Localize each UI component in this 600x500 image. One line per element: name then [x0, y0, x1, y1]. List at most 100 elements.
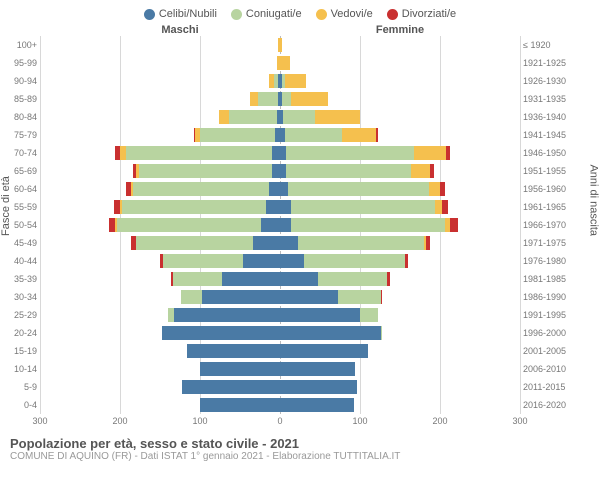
- seg-con: [288, 182, 429, 196]
- seg-cel: [280, 236, 298, 250]
- seg-con: [318, 272, 387, 286]
- male-half: [40, 324, 280, 342]
- seg-con: [360, 308, 378, 322]
- seg-con: [163, 254, 243, 268]
- legend-swatch: [316, 9, 327, 20]
- seg-div: [426, 236, 431, 250]
- seg-con: [200, 128, 275, 142]
- female-half: [280, 342, 520, 360]
- bar-row: [40, 306, 520, 324]
- female-half: [280, 396, 520, 414]
- age-tick: 95-99: [0, 54, 40, 72]
- seg-con: [304, 254, 405, 268]
- female-half: [280, 216, 520, 234]
- seg-ved: [411, 164, 430, 178]
- female-half: [280, 234, 520, 252]
- bar-row: [40, 54, 520, 72]
- age-tick: 25-29: [0, 306, 40, 324]
- birth-tick: 1986-1990: [520, 288, 580, 306]
- seg-con: [181, 290, 202, 304]
- seg-con: [285, 128, 343, 142]
- bar-row: [40, 270, 520, 288]
- male-half: [40, 108, 280, 126]
- bars-area: [40, 36, 520, 414]
- x-tick: 300: [32, 416, 47, 426]
- seg-con: [298, 236, 424, 250]
- seg-con: [126, 146, 272, 160]
- legend-swatch: [387, 9, 398, 20]
- male-half: [40, 252, 280, 270]
- seg-cel: [261, 218, 280, 232]
- legend-label: Coniugati/e: [246, 8, 302, 20]
- age-tick: 5-9: [0, 378, 40, 396]
- seg-div: [440, 182, 445, 196]
- birth-tick: 2006-2010: [520, 360, 580, 378]
- age-tick: 20-24: [0, 324, 40, 342]
- seg-ved: [250, 92, 258, 106]
- bar-row: [40, 108, 520, 126]
- male-half: [40, 360, 280, 378]
- male-half: [40, 342, 280, 360]
- seg-con: [286, 164, 411, 178]
- male-half: [40, 270, 280, 288]
- seg-con: [282, 92, 292, 106]
- female-half: [280, 180, 520, 198]
- seg-ved: [291, 92, 328, 106]
- x-tick: 200: [112, 416, 127, 426]
- female-half: [280, 126, 520, 144]
- seg-con: [173, 272, 223, 286]
- seg-cel: [280, 398, 354, 412]
- birth-tick: 2016-2020: [520, 396, 580, 414]
- seg-cel: [280, 218, 291, 232]
- male-half: [40, 288, 280, 306]
- seg-con: [291, 200, 435, 214]
- bar-row: [40, 216, 520, 234]
- male-half: [40, 54, 280, 72]
- bar-row: [40, 288, 520, 306]
- seg-cel: [243, 254, 280, 268]
- seg-cel: [222, 272, 280, 286]
- seg-ved: [414, 146, 446, 160]
- seg-ved: [219, 110, 229, 124]
- female-half: [280, 90, 520, 108]
- bar-row: [40, 324, 520, 342]
- female-half: [280, 198, 520, 216]
- legend-item: Coniugati/e: [231, 8, 302, 20]
- seg-cel: [280, 380, 357, 394]
- seg-ved: [280, 56, 290, 70]
- seg-cel: [253, 236, 280, 250]
- seg-con: [338, 290, 381, 304]
- seg-cel: [280, 344, 368, 358]
- male-half: [40, 180, 280, 198]
- seg-cel: [280, 254, 304, 268]
- seg-cel: [182, 380, 280, 394]
- female-half: [280, 324, 520, 342]
- age-tick: 70-74: [0, 144, 40, 162]
- bar-row: [40, 342, 520, 360]
- birth-tick: 1931-1935: [520, 90, 580, 108]
- legend-label: Celibi/Nubili: [159, 8, 217, 20]
- gridline: [520, 36, 521, 414]
- bar-row: [40, 252, 520, 270]
- seg-cel: [280, 362, 355, 376]
- birth-tick: 1951-1955: [520, 162, 580, 180]
- seg-ved: [429, 182, 440, 196]
- bar-row: [40, 180, 520, 198]
- seg-cel: [280, 200, 291, 214]
- birth-tick: 1976-1980: [520, 252, 580, 270]
- male-half: [40, 162, 280, 180]
- legend: Celibi/NubiliConiugati/eVedovi/eDivorzia…: [0, 0, 600, 24]
- birth-tick: ≤ 1920: [520, 36, 580, 54]
- age-tick: 35-39: [0, 270, 40, 288]
- birth-tick: 2001-2005: [520, 342, 580, 360]
- female-half: [280, 378, 520, 396]
- birth-tick: 1966-1970: [520, 216, 580, 234]
- seg-div: [442, 200, 448, 214]
- bar-row: [40, 126, 520, 144]
- seg-div: [376, 128, 378, 142]
- bar-row: [40, 162, 520, 180]
- bar-row: [40, 72, 520, 90]
- birth-tick: 1971-1975: [520, 234, 580, 252]
- birth-tick: 1956-1960: [520, 180, 580, 198]
- seg-con: [133, 182, 269, 196]
